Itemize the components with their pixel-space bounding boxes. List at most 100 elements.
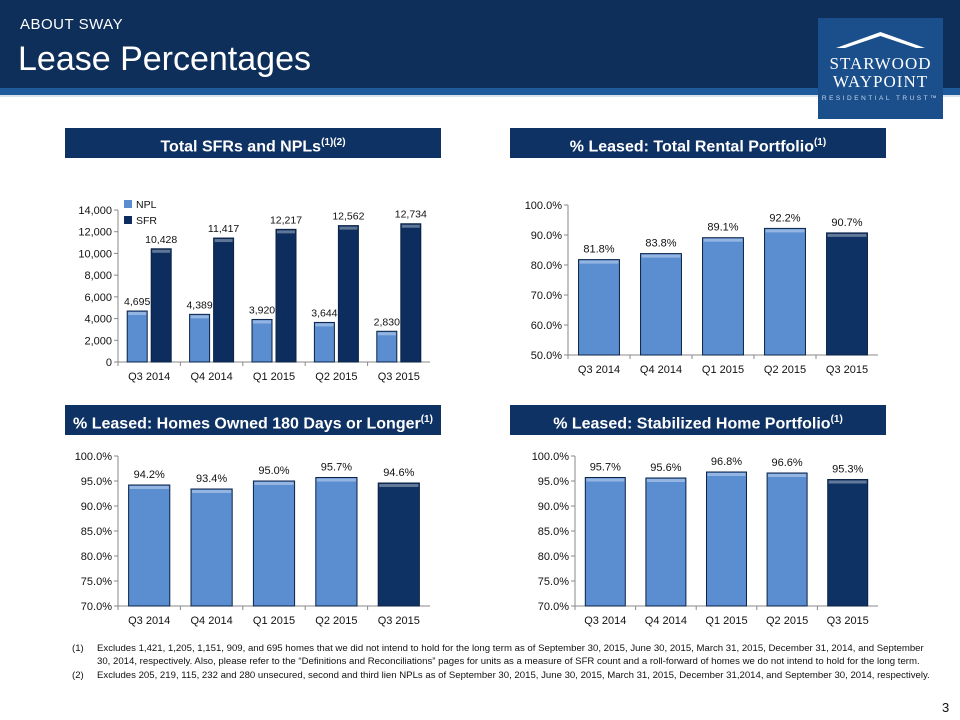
bar-sfr	[337, 225, 359, 363]
bar	[827, 479, 869, 607]
bar	[584, 477, 626, 607]
y-tick-label: 70.0%	[81, 601, 112, 613]
x-tick-label: Q2 2015	[315, 615, 357, 627]
bar	[640, 253, 682, 356]
legend: NPL SFR	[124, 199, 157, 227]
data-label-npl: 3,920	[249, 304, 275, 316]
y-tick-label: 100.0%	[532, 451, 570, 463]
footnote-2: (2) Excludes 205, 219, 115, 232 and 280 …	[72, 669, 933, 682]
y-tick-label: 75.0%	[538, 576, 569, 588]
logo-text-line2: WAYPOINT	[832, 72, 929, 91]
header-accent-line	[0, 88, 960, 95]
data-label: 95.6%	[650, 462, 681, 474]
bar-sfr	[275, 228, 297, 363]
y-tick-label: 95.0%	[81, 476, 112, 488]
page-title: Lease Percentages	[18, 40, 311, 78]
panel-title-footnote-ref: (1)	[830, 414, 843, 425]
y-tick-label: 95.0%	[538, 476, 569, 488]
x-tick-label: Q3 2014	[128, 371, 170, 383]
bar-npl	[313, 321, 335, 363]
x-tick-label: Q3 2015	[378, 371, 420, 383]
panel-title-sfrs-npls: Total SFRs and NPLs(1)(2)	[65, 128, 441, 158]
bar	[377, 482, 420, 607]
x-tick-label: Q2 2015	[766, 615, 808, 627]
data-label: 93.4%	[196, 473, 227, 485]
bar-npl	[376, 330, 398, 363]
roof-icon	[836, 32, 925, 48]
y-tick-label: 100.0%	[75, 451, 113, 463]
x-tick-label: Q3 2014	[578, 364, 620, 376]
data-label: 81.8%	[583, 244, 614, 256]
y-tick-label: 80.0%	[531, 260, 562, 272]
panel-title-text: % Leased: Total Rental Portfolio	[569, 138, 814, 156]
data-label-sfr: 12,562	[332, 211, 364, 223]
data-label: 95.7%	[321, 462, 352, 474]
y-tick-label: 6,000	[84, 292, 112, 304]
x-tick-label: Q4 2014	[190, 371, 232, 383]
y-tick-label: 85.0%	[81, 526, 112, 538]
logo-text-line3: RESIDENTIAL TRUST™	[821, 95, 940, 102]
data-label: 92.2%	[769, 212, 800, 224]
data-label: 94.6%	[383, 467, 414, 479]
y-tick-label: 50.0%	[531, 350, 562, 362]
x-tick-label: Q4 2014	[645, 615, 687, 627]
x-tick-label: Q2 2015	[764, 364, 806, 376]
bar	[766, 472, 808, 607]
data-label-sfr: 11,417	[208, 223, 239, 235]
panel-title-text: % Leased: Stabilized Home Portfolio	[553, 415, 831, 433]
y-tick-label: 75.0%	[81, 576, 112, 588]
data-label-npl: 2,830	[374, 316, 400, 328]
x-tick-label: Q1 2015	[253, 615, 295, 627]
bar	[826, 232, 868, 356]
company-logo: STARWOOD WAYPOINT RESIDENTIAL TRUST™	[818, 18, 943, 119]
legend-label: NPL	[136, 199, 157, 211]
y-tick-label: 70.0%	[538, 601, 569, 613]
data-label-sfr: 10,428	[145, 234, 177, 246]
data-label-npl: 3,644	[311, 307, 337, 319]
legend-swatch	[124, 200, 132, 208]
y-tick-label: 90.0%	[81, 501, 112, 513]
y-tick-label: 2,000	[84, 335, 112, 347]
bar-npl	[189, 313, 211, 363]
panel-title-homes-180-days: % Leased: Homes Owned 180 Days or Longer…	[65, 405, 441, 435]
y-tick-label: 8,000	[84, 270, 112, 282]
bar	[578, 259, 620, 356]
data-label-sfr: 12,217	[270, 214, 302, 226]
data-label: 96.6%	[771, 457, 802, 469]
data-label: 95.0%	[258, 465, 289, 477]
x-tick-label: Q2 2015	[315, 371, 357, 383]
y-tick-label: 12,000	[78, 227, 112, 239]
y-tick-label: 70.0%	[531, 290, 562, 302]
y-tick-label: 85.0%	[538, 526, 569, 538]
footnote-text: Excludes 1,421, 1,205, 1,151, 909, and 6…	[97, 643, 924, 668]
section-label: ABOUT SWAY	[20, 16, 124, 33]
x-tick-label: Q3 2014	[584, 615, 626, 627]
data-label: 90.7%	[831, 217, 862, 229]
footnote-text: Excludes 205, 219, 115, 232 and 280 unse…	[97, 669, 930, 681]
y-tick-label: 4,000	[84, 314, 112, 326]
footnote-number: (1)	[72, 643, 84, 654]
y-tick-label: 100.0%	[525, 200, 563, 212]
data-label: 89.1%	[707, 222, 738, 234]
legend-label: SFR	[136, 215, 157, 227]
data-label: 95.7%	[590, 462, 621, 474]
x-tick-label: Q3 2015	[378, 615, 420, 627]
data-label-npl: 4,695	[124, 296, 150, 308]
bar	[315, 477, 358, 607]
y-tick-label: 10,000	[78, 248, 112, 260]
footnotes: (1) Excludes 1,421, 1,205, 1,151, 909, a…	[72, 642, 933, 682]
x-tick-label: Q4 2014	[640, 364, 682, 376]
bar	[702, 237, 744, 356]
logo-text-line1: STARWOOD	[829, 54, 932, 73]
y-tick-label: 90.0%	[538, 501, 569, 513]
panel-title-footnote-ref: (1)	[813, 137, 827, 148]
bar-npl	[126, 310, 148, 363]
bar-sfr	[150, 248, 172, 363]
footnote-1: (1) Excludes 1,421, 1,205, 1,151, 909, a…	[72, 642, 933, 669]
data-label: 94.2%	[134, 469, 165, 481]
bar	[190, 488, 233, 607]
